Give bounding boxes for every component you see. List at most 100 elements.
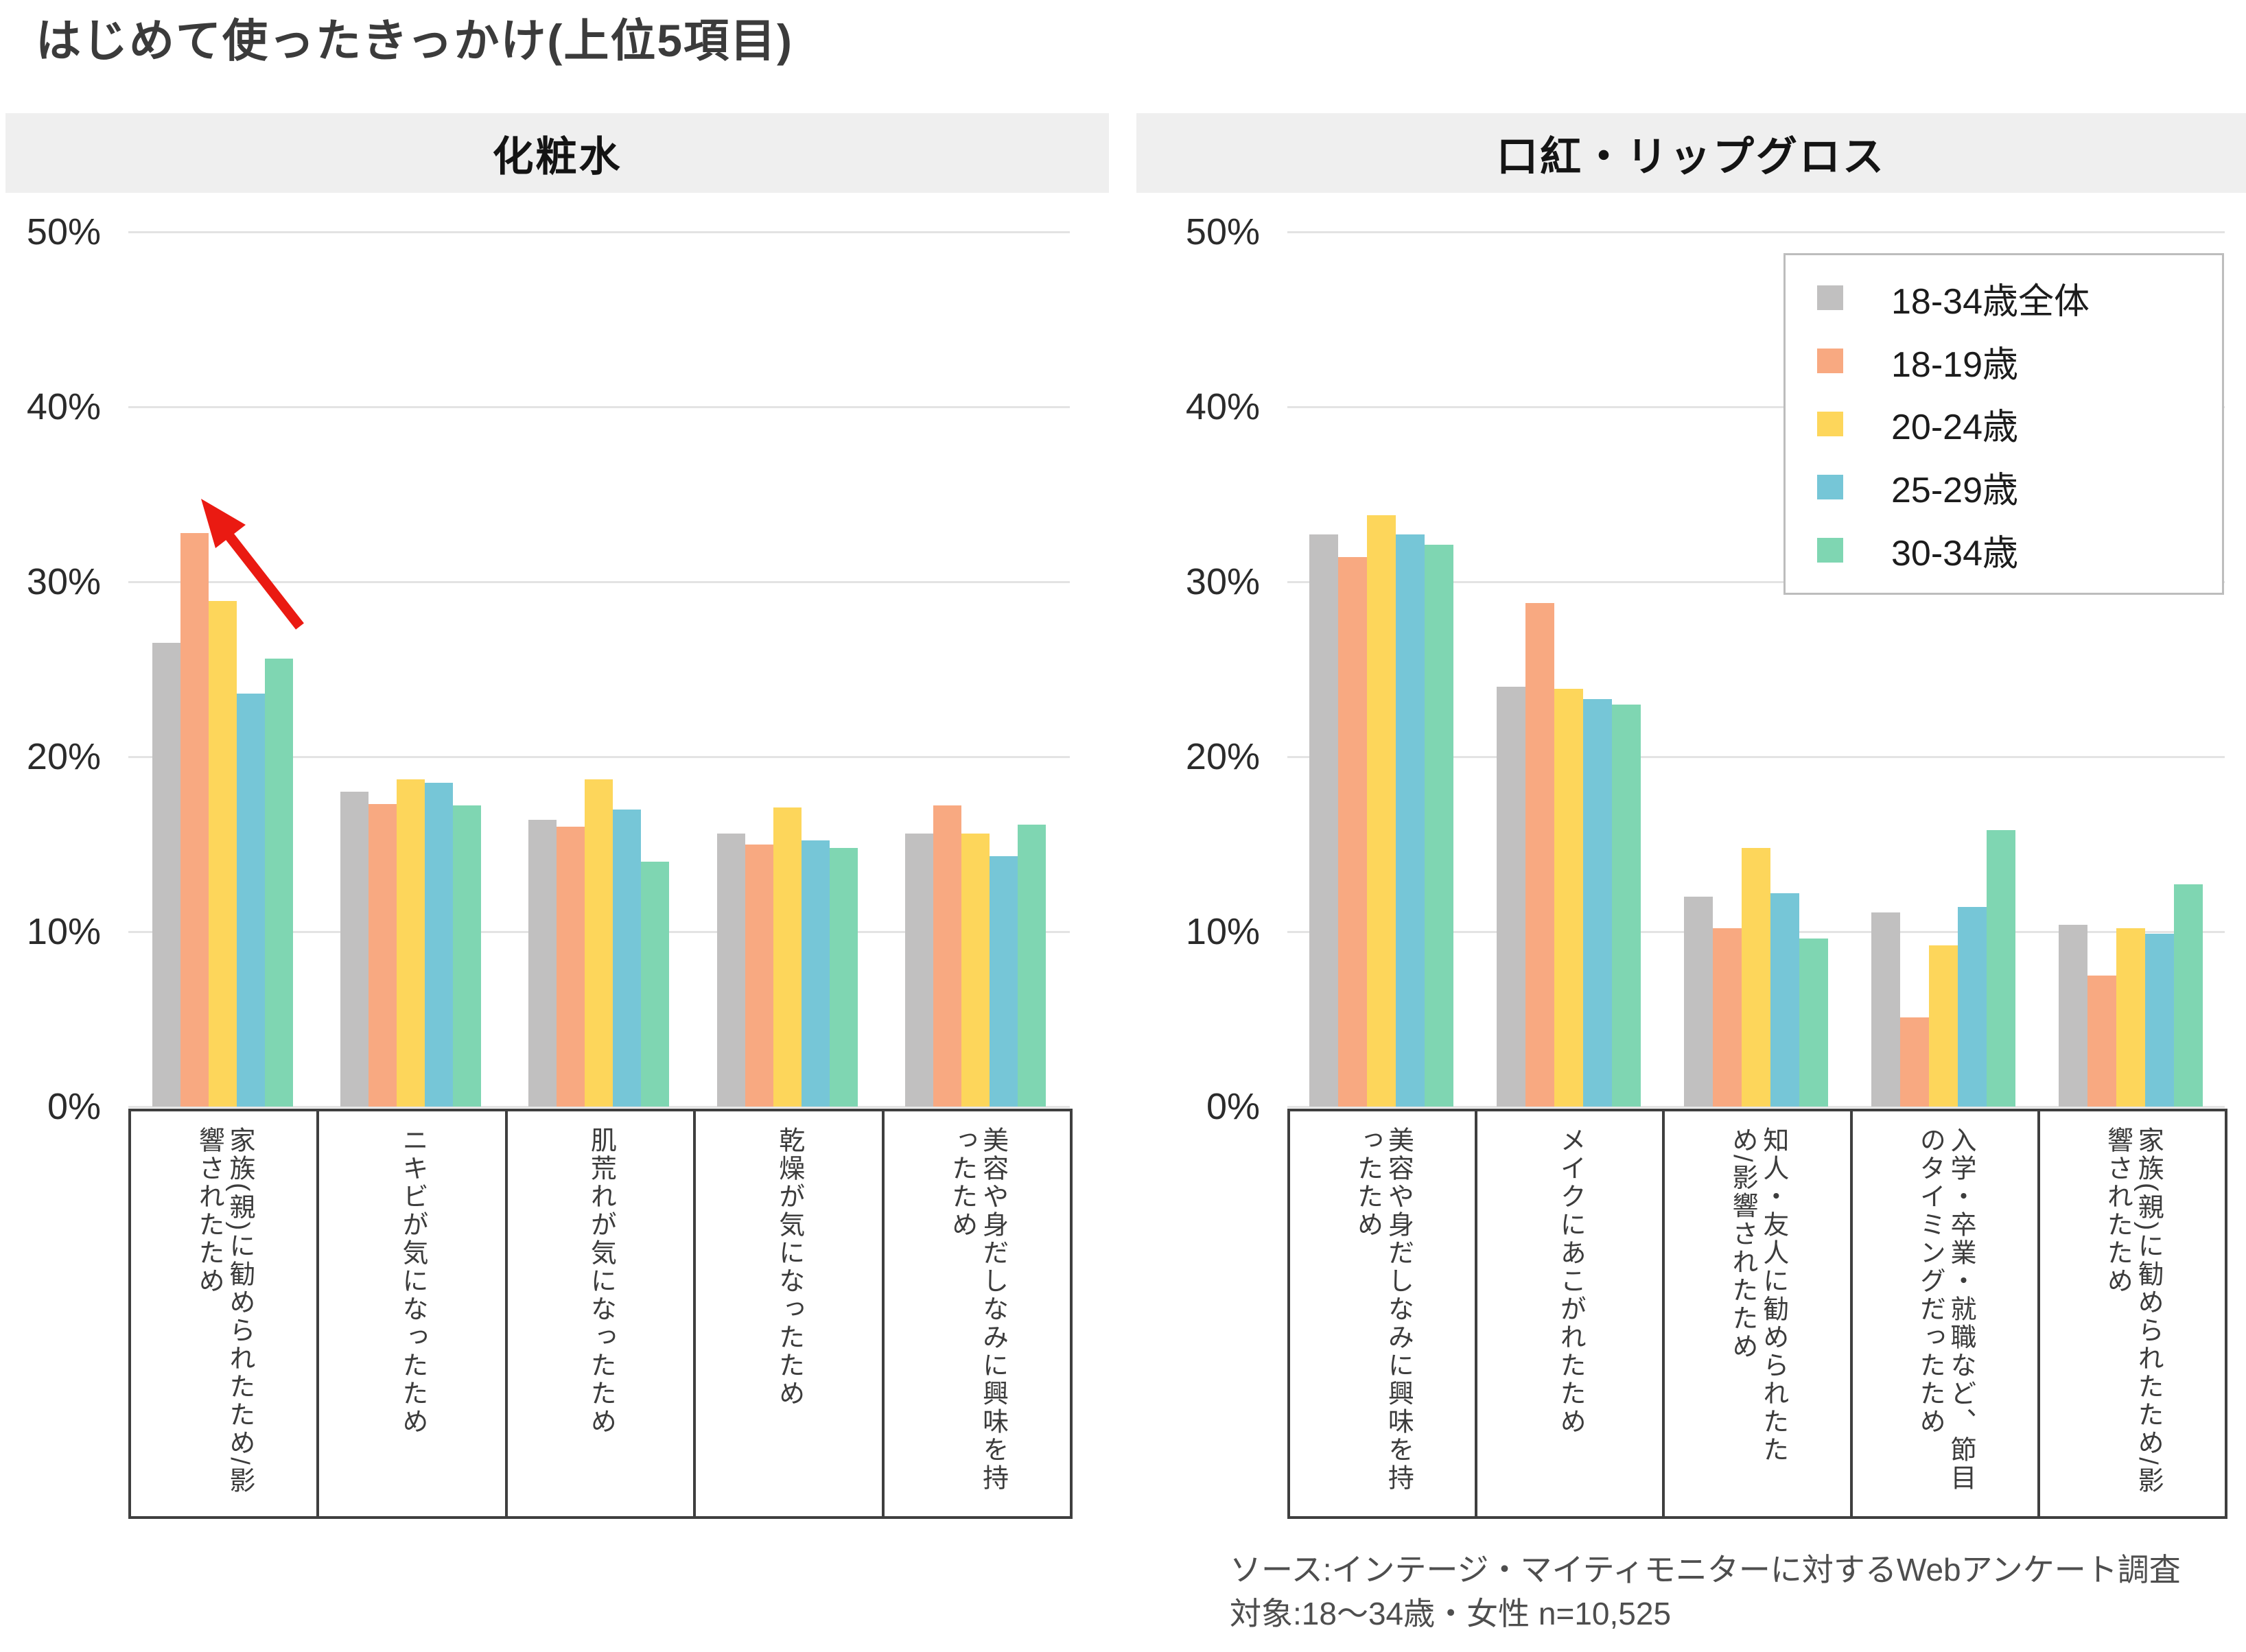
legend-item-25-29歳: 25-29歳 bbox=[1817, 461, 2222, 512]
y-tick-label: 30% bbox=[26, 561, 101, 602]
category-label: 乾燥が気になったため bbox=[774, 1126, 804, 1408]
sample-line: 対象:18〜34歳・女性 n=10,525 bbox=[1230, 1596, 1672, 1632]
bar-18-19歳 bbox=[1712, 928, 1742, 1107]
gridline-50pct bbox=[128, 231, 1070, 233]
bar-25-29歳 bbox=[1395, 534, 1425, 1107]
y-tick-label: 10% bbox=[26, 911, 101, 952]
bar-20-24歳 bbox=[208, 601, 237, 1107]
bar-18-19歳 bbox=[1900, 1017, 1930, 1107]
gridline-20pct bbox=[1287, 756, 2225, 758]
bar-18-19歳 bbox=[557, 827, 585, 1107]
bar-25-29歳 bbox=[2145, 933, 2175, 1107]
bar-30-34歳 bbox=[1611, 704, 1641, 1107]
gridline-30pct bbox=[1287, 581, 2225, 583]
bar-20-24歳 bbox=[961, 834, 990, 1107]
bar-group-3 bbox=[1662, 232, 1849, 1107]
bar-group-1 bbox=[128, 232, 316, 1107]
bar-20-24歳 bbox=[1554, 688, 1583, 1107]
bar-18-34歳全体 bbox=[905, 834, 934, 1107]
y-tick-label: 20% bbox=[1185, 736, 1260, 777]
legend-swatch-icon bbox=[1817, 474, 1843, 499]
bar-group-1 bbox=[1287, 232, 1475, 1107]
bar-30-34歳 bbox=[1018, 825, 1046, 1107]
gridline-30pct bbox=[128, 581, 1070, 583]
bar-18-34歳全体 bbox=[340, 792, 369, 1107]
bar-20-24歳 bbox=[1929, 945, 1958, 1107]
bar-group-5 bbox=[2037, 232, 2225, 1107]
page-title: はじめて使ったきっかけ(上位5項目) bbox=[36, 15, 794, 66]
gridline-50pct bbox=[1287, 231, 2225, 233]
bar-18-19歳 bbox=[1337, 557, 1367, 1107]
bar-25-29歳 bbox=[1958, 907, 1987, 1107]
category-label-box: 家族(親)に勧められたため/影響されたため bbox=[128, 1109, 320, 1519]
y-tick-label: 0% bbox=[47, 1086, 101, 1127]
bar-25-29歳 bbox=[801, 840, 830, 1107]
category-label-box: 美容や身だしなみに興味を持ったため bbox=[1287, 1109, 1478, 1519]
bar-18-34歳全体 bbox=[716, 834, 745, 1107]
source-note: ソース:インテージ・マイティモニターに対するWebアンケート調査 対象:18〜3… bbox=[1230, 1548, 2181, 1636]
bar-20-24歳 bbox=[773, 807, 802, 1107]
bar-25-29歳 bbox=[990, 856, 1018, 1107]
bar-18-19歳 bbox=[369, 803, 397, 1107]
y-tick-label: 10% bbox=[1185, 911, 1260, 952]
source-line: ソース:インテージ・マイティモニターに対するWebアンケート調査 bbox=[1230, 1552, 2181, 1588]
bar-18-34歳全体 bbox=[1496, 687, 1525, 1107]
bar-group-5 bbox=[882, 232, 1070, 1107]
category-label-box: 家族(親)に勧められたため/影響されたため bbox=[2037, 1109, 2227, 1519]
bar-30-34歳 bbox=[453, 805, 482, 1107]
bar-30-34歳 bbox=[1424, 545, 1453, 1107]
bar-30-34歳 bbox=[264, 659, 293, 1107]
bar-20-24歳 bbox=[1366, 515, 1396, 1107]
bar-25-29歳 bbox=[1770, 893, 1799, 1107]
bar-18-34歳全体 bbox=[1871, 912, 1901, 1107]
gridline-40pct bbox=[128, 406, 1070, 408]
bar-25-29歳 bbox=[613, 809, 642, 1107]
bar-30-34歳 bbox=[641, 862, 670, 1107]
legend-swatch-icon bbox=[1817, 411, 1843, 436]
gridline-20pct bbox=[128, 756, 1070, 758]
panel-title-lipgloss: 口紅・リップグロス bbox=[1497, 133, 1886, 180]
category-label-box: ニキビが気になったため bbox=[316, 1109, 508, 1519]
category-label: メイクにあこがれたため bbox=[1556, 1126, 1585, 1436]
y-tick-label: 20% bbox=[26, 736, 101, 777]
legend-swatch-icon bbox=[1817, 349, 1843, 374]
bar-25-29歳 bbox=[1582, 698, 1612, 1107]
legend-label: 20-24歳 bbox=[1891, 408, 2018, 448]
bar-group-4 bbox=[693, 232, 881, 1107]
legend-label: 25-29歳 bbox=[1891, 471, 2018, 511]
category-label: 家族(親)に勧められたため/影響されたため bbox=[194, 1126, 255, 1495]
legend: 18-34歳全体 18-19歳 20-24歳 25-29歳 30-34歳 bbox=[1783, 253, 2224, 595]
category-label-box: 知人・友人に勧められたため/影響されたため bbox=[1662, 1109, 1853, 1519]
bar-20-24歳 bbox=[585, 779, 613, 1107]
legend-item-20-24歳: 20-24歳 bbox=[1817, 398, 2222, 449]
bar-18-34歳全体 bbox=[152, 643, 180, 1107]
bar-18-34歳全体 bbox=[528, 819, 557, 1107]
y-tick-label: 40% bbox=[26, 386, 101, 427]
category-label: 肌荒れが気になったため bbox=[586, 1126, 616, 1436]
legend-swatch-icon bbox=[1817, 537, 1843, 563]
category-label-box: 入学・卒業・就職など、節目のタイミングだったため bbox=[1849, 1109, 2040, 1519]
gridline-0pct bbox=[128, 1106, 1070, 1108]
panel-title-lotion: 化粧水 bbox=[492, 133, 622, 180]
category-label-box: メイクにあこがれたため bbox=[1475, 1109, 1665, 1519]
category-label: 美容や身だしなみに興味を持ったため bbox=[1353, 1126, 1413, 1492]
bar-18-34歳全体 bbox=[2059, 924, 2088, 1107]
gridline-40pct bbox=[1287, 406, 2225, 408]
bar-group-4 bbox=[1850, 232, 2037, 1107]
legend-label: 18-34歳全体 bbox=[1891, 281, 2090, 322]
category-label-box: 肌荒れが気になったため bbox=[504, 1109, 697, 1519]
category-label: ニキビが気になったため bbox=[398, 1126, 427, 1436]
legend-label: 30-34歳 bbox=[1891, 534, 2018, 574]
bar-25-29歳 bbox=[236, 694, 265, 1107]
y-tick-label: 50% bbox=[1185, 211, 1260, 252]
bar-group-2 bbox=[1475, 232, 1662, 1107]
bar-18-19歳 bbox=[933, 805, 962, 1107]
category-label: 入学・卒業・就職など、節目のタイミングだったため bbox=[1915, 1126, 1976, 1492]
bar-20-24歳 bbox=[397, 779, 425, 1107]
category-label: 美容や身だしなみに興味を持ったため bbox=[947, 1126, 1007, 1492]
category-label-box: 美容や身だしなみに興味を持ったため bbox=[881, 1109, 1073, 1519]
legend-label: 18-19歳 bbox=[1891, 344, 2018, 385]
